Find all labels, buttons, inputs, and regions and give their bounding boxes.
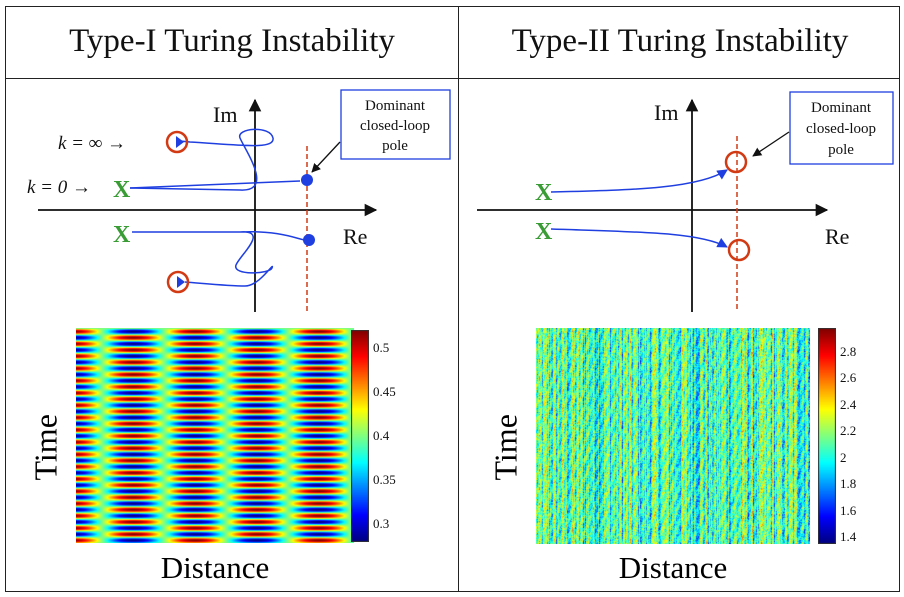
re-label: Re — [343, 224, 367, 249]
type1-heatmap — [76, 328, 354, 543]
zero-arrow-lower — [177, 276, 185, 288]
type1-time-label: Time — [27, 414, 64, 481]
type2-title: Type-II Turing Instability — [511, 23, 849, 59]
type1-distance-label: Distance — [160, 550, 270, 585]
annotation-line-1: Dominant — [365, 98, 426, 114]
k-infinity-label: k = ∞ → — [58, 133, 126, 154]
closed-loop-pole-upper — [724, 150, 748, 174]
zero-arrow-upper — [176, 136, 184, 148]
type2-root-locus: Im Re X X Dominant closed-loop pole — [477, 91, 894, 312]
upper-to-pole — [129, 180, 301, 189]
open-loop-pole-lower-r: X — [535, 219, 553, 245]
zero-circle-lower — [166, 270, 190, 294]
colorbar-tick-label: 2.8 — [840, 343, 857, 359]
colorbar-tick-label: 0.3 — [373, 516, 390, 532]
outer-frame — [5, 6, 900, 592]
annotation-line-3: pole — [382, 138, 408, 154]
colorbar-tick-label: 0.4 — [373, 428, 390, 443]
k-zero-label: k = 0 → — [27, 177, 91, 198]
upper-locus-r — [550, 169, 728, 193]
title-divider — [5, 78, 900, 79]
type1-colorbar — [351, 330, 369, 542]
annotation-pointer — [311, 141, 341, 173]
colorbar-tick-label: 0.35 — [373, 472, 396, 488]
open-loop-pole-upper-r: X — [535, 180, 553, 206]
type1-title: Type-I Turing Instability — [69, 23, 395, 59]
type2-distance-label: Distance — [618, 550, 728, 585]
annotation-line-2: closed-loop — [360, 118, 430, 134]
dominant-pole-upper — [301, 174, 313, 186]
colorbar-tick-label: 0.5 — [373, 339, 390, 355]
lower-locus-r — [550, 228, 728, 248]
open-loop-pole-upper: X — [113, 177, 131, 203]
colorbar-tick-label: 2.4 — [840, 396, 857, 412]
closed-loop-pole-lower — [727, 238, 751, 262]
colorbar-tick-label: 1.8 — [840, 476, 857, 492]
annotation-box-2 — [789, 91, 894, 165]
upper-locus — [129, 128, 274, 191]
type2-time-label: Time — [487, 414, 524, 481]
type1-root-locus: Im Re X X k = ∞ → k = 0 → Dominant close… — [27, 89, 451, 312]
re-label-2: Re — [825, 224, 849, 249]
annotation2-pointer — [752, 131, 790, 157]
colorbar-tick-label: 2 — [840, 449, 847, 465]
colorbar-tick-label: 1.6 — [840, 502, 857, 518]
colorbar-tick-label: 1.4 — [840, 529, 857, 545]
im-label-2: Im — [654, 100, 678, 125]
type2-colorbar — [818, 328, 836, 544]
lower-locus — [132, 230, 306, 287]
zero-circle-upper — [165, 130, 189, 154]
colorbar-tick-label: 0.45 — [373, 383, 396, 399]
open-loop-pole-lower: X — [113, 222, 131, 248]
im-label: Im — [213, 102, 237, 127]
annotation2-line-3: pole — [828, 142, 854, 158]
colorbar-tick-label: 2.6 — [840, 370, 857, 386]
type2-heatmap — [536, 328, 810, 544]
annotation-box — [340, 89, 451, 160]
column-divider — [458, 6, 459, 592]
annotation2-line-2: closed-loop — [806, 121, 876, 137]
dominant-pole-lower — [303, 234, 315, 246]
colorbar-tick-label: 2.2 — [840, 423, 857, 439]
annotation2-line-1: Dominant — [811, 100, 872, 116]
